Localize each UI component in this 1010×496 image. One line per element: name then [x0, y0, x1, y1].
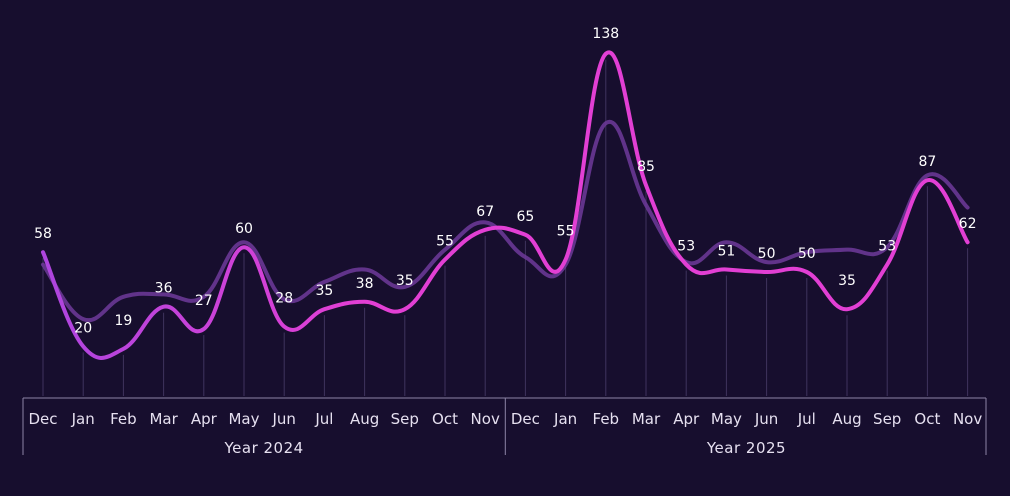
data-label: 19: [114, 313, 132, 329]
data-label: 50: [758, 246, 776, 262]
data-labels: 58 20 19 36 27 60 28 35 38 35 55 67 65 55 138 85 53 51 50 5…: [34, 26, 976, 337]
x-tick-label: Apr: [673, 410, 700, 428]
x-tick-label: Dec: [28, 410, 57, 428]
data-label: 65: [516, 209, 534, 225]
x-tick-label: Jun: [754, 410, 778, 428]
x-tick-label: Feb: [110, 410, 137, 428]
x-axis: [22, 397, 987, 455]
x-tick-labels: Dec Jan Feb Mar Apr May Jun Jul Aug Sep Oct Nov Dec J…: [28, 410, 982, 428]
guide-lines: [42, 59, 969, 396]
data-label: 50: [798, 246, 816, 262]
x-tick-label: Sep: [873, 410, 901, 428]
data-label: 53: [878, 239, 896, 255]
x-tick-label: Aug: [832, 410, 861, 428]
x-tick-label: Oct: [914, 410, 940, 428]
data-label: 28: [275, 291, 293, 307]
data-label: 35: [315, 283, 333, 299]
data-label: 58: [34, 226, 52, 242]
x-tick-label: Feb: [593, 410, 620, 428]
year-group-label: Year 2025: [706, 439, 786, 457]
data-label: 38: [356, 276, 374, 292]
series-line-previous: [41, 119, 970, 323]
x-tick-label: Apr: [191, 410, 218, 428]
x-tick-label: Sep: [391, 410, 419, 428]
data-label: 67: [476, 204, 494, 220]
data-label: 36: [155, 281, 173, 297]
x-tick-label: Jan: [71, 410, 95, 428]
data-label: 27: [195, 293, 213, 309]
data-label: 53: [677, 239, 695, 255]
x-tick-label: Jan: [553, 410, 577, 428]
x-tick-label: Jul: [314, 410, 333, 428]
x-tick-label: May: [711, 410, 742, 428]
data-label: 55: [557, 224, 575, 240]
data-label: 138: [592, 26, 619, 42]
series-line-current: [41, 50, 970, 360]
x-tick-label: Oct: [432, 410, 458, 428]
data-label: 87: [918, 154, 936, 170]
data-label: 35: [838, 273, 856, 289]
data-label: 55: [436, 234, 454, 250]
x-tick-label: Mar: [632, 410, 661, 428]
x-tick-label: Aug: [350, 410, 379, 428]
data-label: 35: [396, 273, 414, 289]
year-labels: Year 2024 Year 2025: [223, 439, 786, 457]
x-tick-label: Mar: [149, 410, 178, 428]
data-label: 51: [717, 244, 735, 260]
x-tick-label: Jul: [797, 410, 816, 428]
x-tick-label: May: [228, 410, 259, 428]
x-tick-label: Dec: [511, 410, 540, 428]
x-tick-label: Jun: [271, 410, 295, 428]
data-label: 85: [637, 159, 655, 175]
x-tick-label: Nov: [471, 410, 500, 428]
data-label: 60: [235, 221, 253, 237]
data-label: 20: [74, 320, 92, 336]
year-group-label: Year 2024: [223, 439, 303, 457]
x-tick-label: Nov: [953, 410, 982, 428]
data-label: 62: [959, 216, 977, 232]
